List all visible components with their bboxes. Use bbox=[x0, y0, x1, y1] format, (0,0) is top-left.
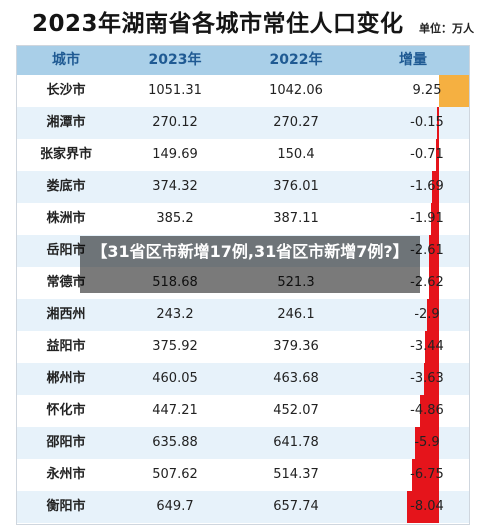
change-bar-negative bbox=[412, 459, 439, 491]
city-cell: 益阳市 bbox=[46, 339, 86, 354]
city-cell: 郴州市 bbox=[46, 371, 86, 386]
change-bar-negative bbox=[425, 331, 439, 363]
value-2023-cell: 270.12 bbox=[152, 115, 198, 130]
change-bar-negative bbox=[432, 171, 439, 203]
change-bar-positive bbox=[439, 75, 469, 107]
value-2023-cell: 385.2 bbox=[156, 211, 194, 226]
city-cell: 株洲市 bbox=[46, 211, 86, 226]
change-value-label: -3.63 bbox=[410, 371, 444, 386]
value-2022-cell: 641.78 bbox=[273, 435, 319, 450]
change-bar-negative bbox=[428, 267, 439, 299]
change-bar-negative bbox=[419, 395, 439, 427]
table-row: 衡阳市 649.7 657.74 -8.04 bbox=[17, 491, 469, 523]
value-2023-cell: 635.88 bbox=[152, 435, 198, 450]
change-value-label: -0.15 bbox=[410, 115, 444, 130]
table-row: 怀化市 447.21 452.07 -4.86 bbox=[17, 395, 469, 427]
change-bar-negative bbox=[431, 203, 439, 235]
value-2023-cell: 649.7 bbox=[156, 499, 194, 514]
value-2022-cell: 270.27 bbox=[273, 115, 319, 130]
change-bar-negative bbox=[436, 139, 439, 171]
table-row: 郴州市 460.05 463.68 -3.63 bbox=[17, 363, 469, 395]
change-value-label: -5.9 bbox=[414, 435, 440, 450]
value-2022-cell: 379.36 bbox=[273, 339, 319, 354]
table-row: 张家界市 149.69 150.4 -0.71 bbox=[17, 139, 469, 171]
city-cell: 邵阳市 bbox=[46, 435, 86, 450]
change-value-label: -3.44 bbox=[410, 339, 444, 354]
city-cell: 张家界市 bbox=[39, 147, 92, 162]
header-2023: 2023年 bbox=[148, 52, 202, 68]
value-2022-cell: 376.01 bbox=[273, 179, 319, 194]
value-2023-cell: 447.21 bbox=[152, 403, 198, 418]
caption-overlay-text: 【31省区市新增17例,31省区市新增7例?】 bbox=[91, 242, 409, 261]
table-row: 湘西州 243.2 246.1 -2.9 bbox=[17, 299, 469, 331]
value-2022-cell: 246.1 bbox=[277, 307, 315, 322]
value-2022-cell: 514.37 bbox=[273, 467, 319, 482]
value-2022-cell: 452.07 bbox=[273, 403, 319, 418]
table-header: 城市 2023年 2022年 增量 bbox=[17, 46, 469, 75]
change-value-label: -0.71 bbox=[410, 147, 444, 162]
change-bar-negative bbox=[415, 427, 439, 459]
change-bar-negative bbox=[406, 491, 439, 523]
value-2022-cell: 463.68 bbox=[273, 371, 319, 386]
change-bar-negative bbox=[427, 299, 439, 331]
city-cell: 岳阳市 bbox=[46, 243, 86, 258]
header-change: 增量 bbox=[399, 52, 427, 68]
change-value-label: 9.25 bbox=[412, 83, 442, 98]
city-cell: 常德市 bbox=[46, 275, 86, 290]
value-2023-cell: 149.69 bbox=[152, 147, 198, 162]
city-cell: 怀化市 bbox=[46, 403, 86, 418]
header-2022: 2022年 bbox=[269, 52, 323, 68]
change-value-label: -1.91 bbox=[410, 211, 444, 226]
change-bar-negative bbox=[428, 235, 439, 267]
city-cell: 娄底市 bbox=[46, 179, 86, 194]
caption-overlay: 【31省区市新增17例,31省区市新增7例?】 bbox=[80, 236, 420, 293]
value-2023-cell: 460.05 bbox=[152, 371, 198, 386]
city-cell: 湘潭市 bbox=[46, 115, 86, 130]
value-2022-cell: 657.74 bbox=[273, 499, 319, 514]
table-row: 邵阳市 635.88 641.78 -5.9 bbox=[17, 427, 469, 459]
city-cell: 永州市 bbox=[46, 467, 86, 482]
city-cell: 衡阳市 bbox=[46, 499, 86, 514]
value-2023-cell: 375.92 bbox=[152, 339, 198, 354]
change-value-label: -1.69 bbox=[410, 179, 444, 194]
table-row: 湘潭市 270.12 270.27 -0.15 bbox=[17, 107, 469, 139]
table-row: 娄底市 374.32 376.01 -1.69 bbox=[17, 171, 469, 203]
table-row: 株洲市 385.2 387.11 -1.91 bbox=[17, 203, 469, 235]
table-row: 益阳市 375.92 379.36 -3.44 bbox=[17, 331, 469, 363]
value-2023-cell: 507.62 bbox=[152, 467, 198, 482]
change-value-label: -6.75 bbox=[410, 467, 444, 482]
unit-label: 单位：万人 bbox=[419, 22, 474, 35]
city-cell: 湘西州 bbox=[46, 307, 86, 322]
value-2022-cell: 1042.06 bbox=[269, 83, 323, 98]
change-bar-negative bbox=[424, 363, 439, 395]
change-value-label: -2.9 bbox=[414, 307, 440, 322]
value-2023-cell: 243.2 bbox=[156, 307, 194, 322]
value-2022-cell: 387.11 bbox=[273, 211, 319, 226]
value-2023-cell: 374.32 bbox=[152, 179, 198, 194]
value-2023-cell: 1051.31 bbox=[148, 83, 202, 98]
table-row: 长沙市 1051.31 1042.06 9.25 bbox=[17, 75, 469, 107]
change-bar-negative bbox=[437, 107, 439, 139]
value-2022-cell: 150.4 bbox=[277, 147, 315, 162]
table-row: 永州市 507.62 514.37 -6.75 bbox=[17, 459, 469, 491]
change-value-label: -8.04 bbox=[410, 499, 444, 514]
city-cell: 长沙市 bbox=[46, 83, 86, 98]
header-city: 城市 bbox=[52, 52, 80, 68]
change-value-label: -4.86 bbox=[410, 403, 444, 418]
chart-title: 2023年湖南省各城市常住人口变化 bbox=[32, 11, 404, 37]
